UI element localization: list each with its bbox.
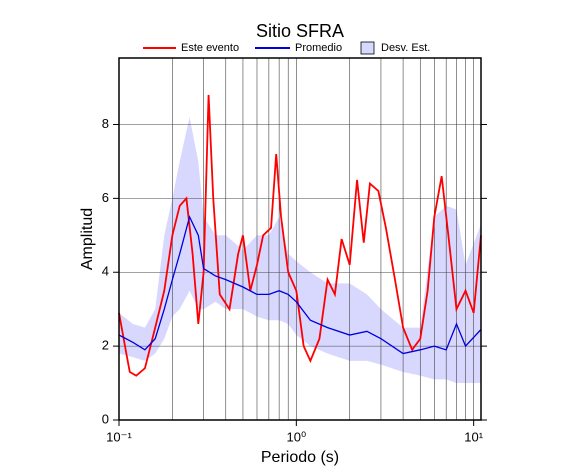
y-axis-label: Amplitud <box>79 208 96 270</box>
y-tick-label: 8 <box>102 116 109 131</box>
x-axis-label: Periodo (s) <box>261 449 339 466</box>
y-tick-label: 2 <box>102 338 109 353</box>
legend-label: Este evento <box>181 42 239 54</box>
legend-label: Desv. Est. <box>381 42 430 54</box>
legend-swatch <box>360 41 375 55</box>
series-line <box>118 94 482 377</box>
x-tick-label: 10⁻¹ <box>106 429 132 444</box>
chart-title: Sitio SFRA <box>256 21 344 41</box>
series-line <box>118 214 482 355</box>
x-tick-label: 10¹ <box>464 429 483 444</box>
y-tick-label: 6 <box>102 190 109 205</box>
y-tick-label: 4 <box>102 264 109 279</box>
legend-label: Promedio <box>295 42 342 54</box>
std-band <box>119 117 481 384</box>
x-tick-label: 10⁰ <box>286 429 306 444</box>
plot-frame <box>118 57 482 421</box>
y-tick-label: 0 <box>102 411 109 426</box>
